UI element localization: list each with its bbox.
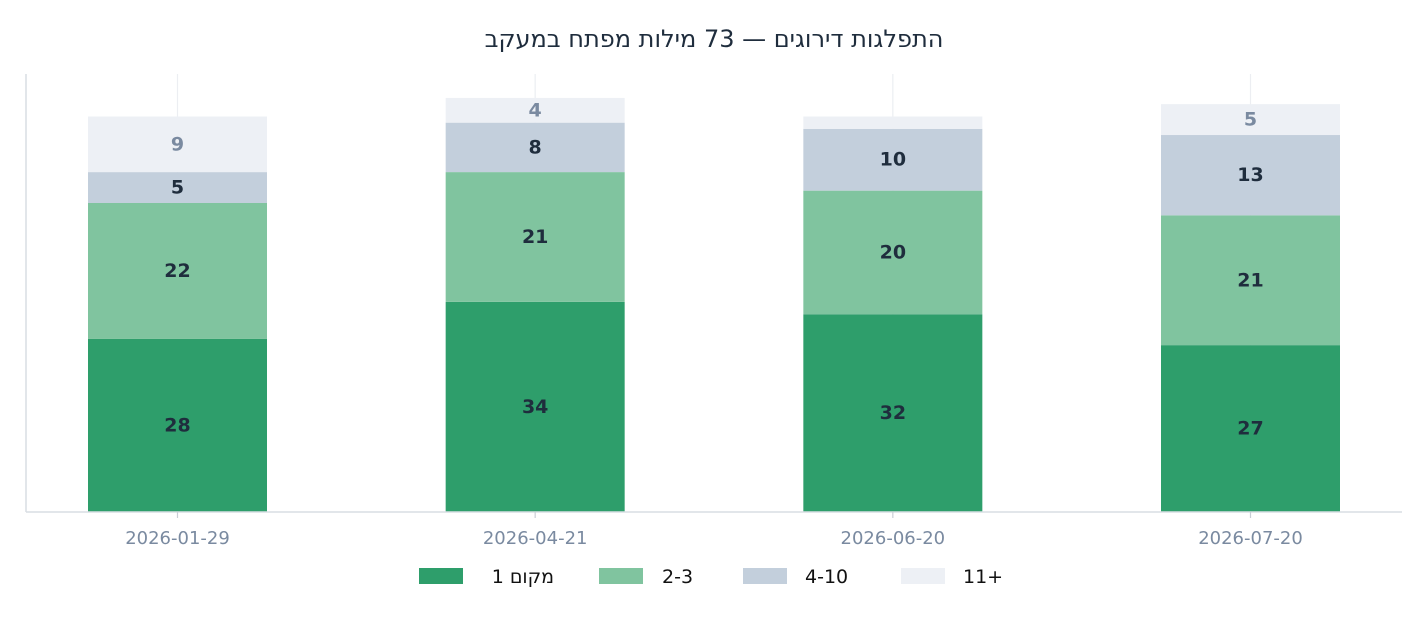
chart-title: התפלגות דירוגים — 73 מילות מפתח במעקב [485,25,944,53]
bar-segment [803,314,983,512]
bar-value-label: 27 [1237,418,1263,440]
bar-value-label: 22 [164,260,190,282]
bar-value-label: 28 [164,414,190,436]
legend-label: 11+ [963,566,1003,588]
bar-value-label: 13 [1237,164,1263,186]
bar-segment [445,97,625,123]
bar-value-label: 20 [880,241,906,263]
x-tick-label: 2026-06-20 [841,528,946,549]
bar-segment [88,172,267,203]
legend-label: 2-3 [662,566,693,588]
legend-swatch [901,568,945,584]
bars: 28 22 5 9 34 21 8 4 32 20 10 27 21 13 5 [88,97,1340,512]
legend-item: 11+ [901,566,1003,588]
legend-label: מקום 1 [492,566,554,588]
legend-label: 4-10 [805,566,848,588]
bar-segment [445,172,625,302]
gridlines [176,74,1252,512]
axes [25,74,1402,513]
bar-value-label: 4 [529,99,542,121]
bar-segment [803,128,983,191]
bar-value-label: 21 [522,226,548,248]
bar-segment [1161,104,1340,136]
bar-value-label: 32 [880,402,906,424]
bar-value-label: 9 [171,133,184,155]
bar-segment [445,301,625,512]
bar-segment [88,203,267,339]
x-tick-label: 2026-07-20 [1198,528,1303,549]
legend-swatch [599,568,643,584]
bar-segment [1161,345,1340,512]
bar-segment [88,338,267,512]
bar-segment [803,116,983,129]
bar-value-label: 21 [1237,269,1263,291]
bar-segment [1161,215,1340,346]
bar-value-label: 8 [529,136,542,158]
legend-item: 2-3 [599,566,693,588]
bar-segment [1161,135,1340,216]
bar-value-label: 10 [880,149,906,171]
bar-segment [88,116,267,173]
legend-swatch [743,568,787,584]
bar-segment [445,122,625,173]
bar-value-label: 5 [171,177,184,199]
legend-swatch [419,568,463,584]
bar-value-label: 5 [1244,109,1257,131]
x-tick-label: 2026-01-29 [125,528,230,549]
x-ticks: 2026-01-29 2026-04-21 2026-06-20 2026-07-20 [125,512,1303,549]
legend-item: מקום 1 [419,566,554,588]
bar-value-label: 34 [522,396,548,418]
legend: מקום 1 2-3 4-10 11+ [419,566,1003,588]
bar-segment [803,190,983,315]
legend-item: 4-10 [743,566,848,588]
x-tick-label: 2026-04-21 [483,528,588,549]
